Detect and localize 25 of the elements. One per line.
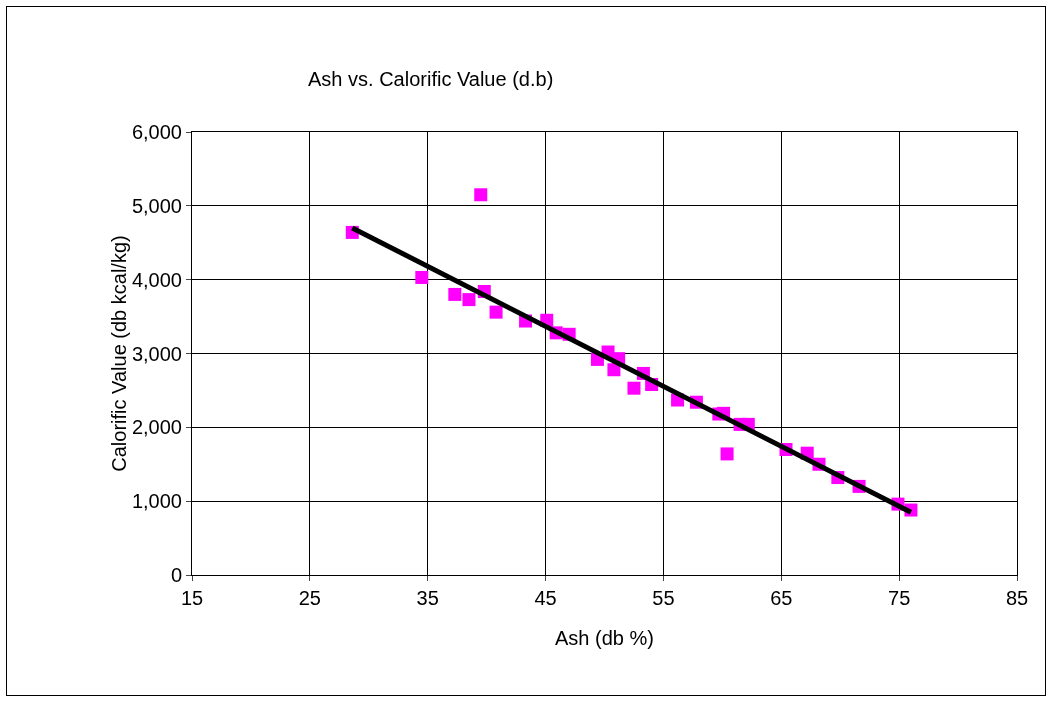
y-tick-label: 5,000 bbox=[131, 194, 182, 217]
y-tick-label: 3,000 bbox=[131, 342, 182, 365]
y-tick-label: 0 bbox=[170, 564, 182, 586]
y-axis-title: Calorific Value (db kcal/kg) bbox=[107, 235, 130, 472]
x-axis-title: Ash (db %) bbox=[555, 627, 654, 649]
point bbox=[489, 305, 503, 319]
x-tick-label: 75 bbox=[888, 587, 911, 609]
chart-title: Ash vs. Calorific Value (d.b) bbox=[308, 68, 554, 91]
point bbox=[627, 381, 641, 395]
y-tick-label: 6,000 bbox=[131, 121, 182, 143]
x-tick-label: 85 bbox=[1005, 587, 1029, 609]
point bbox=[462, 293, 476, 307]
y-tick-label: 2,000 bbox=[131, 416, 182, 439]
x-tick-label: 15 bbox=[180, 587, 204, 609]
point bbox=[720, 447, 734, 461]
point bbox=[448, 287, 462, 301]
y-tick-label: 4,000 bbox=[131, 268, 182, 291]
x-tick-label: 65 bbox=[770, 587, 793, 609]
x-tick-label: 35 bbox=[416, 587, 439, 609]
x-tick-label: 45 bbox=[534, 587, 557, 609]
x-tick-label: 25 bbox=[298, 587, 321, 609]
x-tick-label: 55 bbox=[652, 587, 675, 609]
point bbox=[415, 270, 429, 284]
point bbox=[474, 188, 488, 202]
y-tick-label: 1,000 bbox=[131, 490, 182, 513]
